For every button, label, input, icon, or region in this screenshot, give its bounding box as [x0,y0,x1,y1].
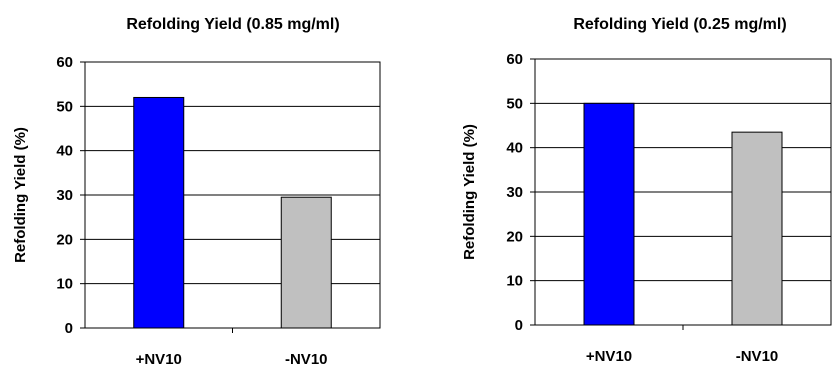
chart-left: Refolding Yield (0.85 mg/ml) Refolding Y… [12,16,381,368]
bar-plus-nv10 [583,102,635,326]
y-tick-label: 40 [506,140,523,157]
x-tick-label: +NV10 [586,348,632,365]
bar-plus-nv10 [133,96,185,329]
x-tick-label: -NV10 [285,351,328,368]
bars [583,102,783,326]
y-ticks: 0 10 20 30 40 50 60 [56,54,85,337]
x-tick-label: -NV10 [736,348,779,365]
gridlines [85,105,380,285]
y-axis-label: Refolding Yield (%) [12,127,29,263]
bar-minus-nv10 [280,196,332,329]
y-tick-label: 20 [56,231,73,248]
y-tick-label: 50 [506,95,523,112]
y-tick-label: 60 [506,51,523,68]
y-axis-label: Refolding Yield (%) [461,124,478,260]
x-ticks: +NV10 -NV10 [136,328,328,368]
gridlines [535,102,831,282]
chart-title: Refolding Yield (0.85 mg/ml) [126,16,339,33]
bars [133,96,332,329]
x-ticks: +NV10 -NV10 [586,325,778,365]
y-tick-label: 30 [506,184,523,201]
y-tick-label: 50 [56,98,73,115]
bar-minus-nv10 [731,131,783,326]
chart-title: Refolding Yield (0.25 mg/ml) [573,16,786,33]
y-tick-label: 60 [56,54,73,71]
y-tick-label: 20 [506,228,523,245]
y-ticks: 0 10 20 30 40 50 60 [506,51,535,334]
x-tick-label: +NV10 [136,351,182,368]
y-tick-label: 0 [515,317,523,334]
y-tick-label: 0 [65,320,73,337]
chart-right: Refolding Yield (0.25 mg/ml) Refolding Y… [461,16,832,365]
y-tick-label: 30 [56,187,73,204]
y-tick-label: 10 [56,276,73,293]
y-tick-label: 40 [56,143,73,160]
y-tick-label: 10 [506,273,523,290]
